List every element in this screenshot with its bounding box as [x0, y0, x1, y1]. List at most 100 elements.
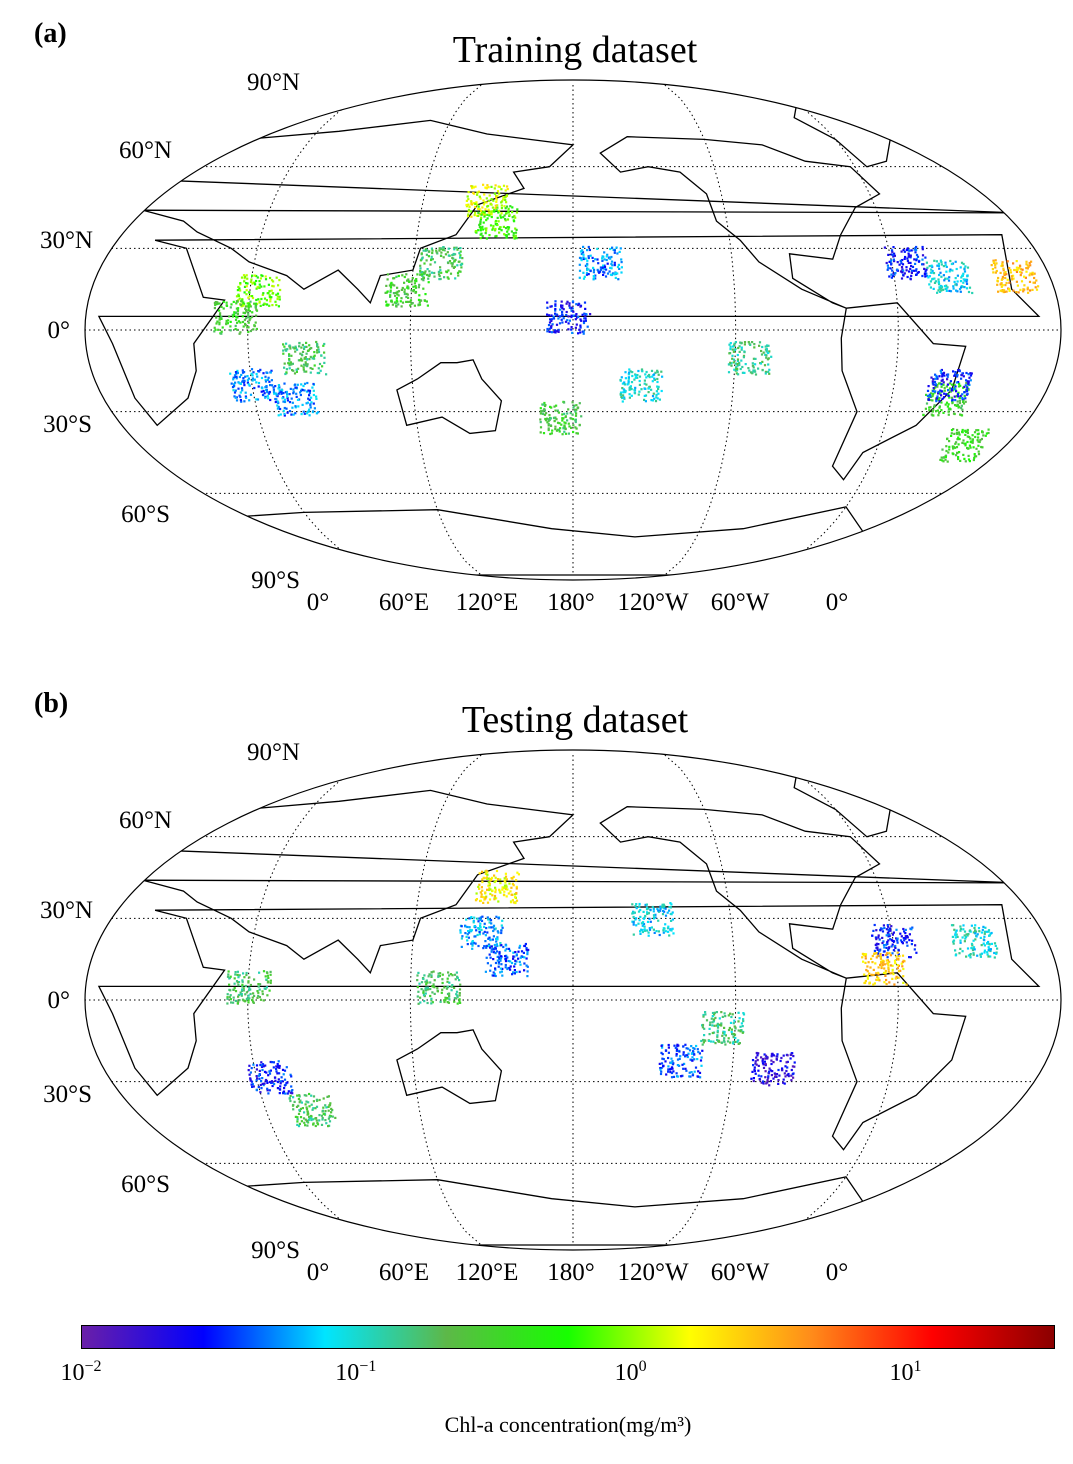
chl-sample-point	[678, 1050, 681, 1053]
chl-sample-point	[875, 956, 878, 959]
colorbar	[81, 1325, 1055, 1349]
chl-sample-point	[271, 304, 274, 307]
chl-sample-point	[631, 371, 634, 374]
chl-sample-point	[944, 261, 947, 264]
chl-sample-point	[241, 380, 244, 383]
chl-sample-point	[481, 915, 484, 918]
chl-sample-point	[671, 1060, 674, 1063]
chl-sample-point	[609, 266, 612, 269]
chl-sample-point	[1001, 284, 1004, 287]
chl-sample-point	[951, 452, 954, 455]
chl-sample-point	[256, 990, 259, 993]
chl-sample-point	[479, 233, 482, 236]
chl-sample-point	[554, 409, 557, 412]
chl-sample-point	[319, 369, 322, 372]
chl-sample-point	[251, 296, 255, 300]
chl-sample-point	[486, 916, 489, 919]
chl-sample-point	[496, 959, 499, 962]
chl-sample-point	[576, 432, 579, 435]
chl-sample-point	[483, 215, 486, 218]
chl-sample-point	[240, 400, 243, 403]
chl-sample-point	[226, 975, 230, 978]
chl-sample-point	[937, 392, 940, 395]
chl-sample-point	[495, 915, 498, 918]
latitude-label: 90°N	[247, 69, 300, 96]
chl-sample-point	[961, 428, 964, 432]
longitude-label: 180°	[547, 589, 595, 616]
chl-sample-point	[253, 274, 256, 277]
chl-sample-point	[266, 974, 269, 977]
chl-sample-point	[500, 944, 503, 947]
chl-sample-point	[497, 185, 500, 188]
chl-sample-point	[623, 397, 626, 400]
chl-sample-point	[273, 1076, 277, 1079]
chl-sample-cluster	[282, 340, 328, 376]
chl-sample-point	[790, 1053, 793, 1056]
chl-sample-point	[883, 971, 886, 974]
chl-sample-point	[917, 260, 921, 263]
chl-sample-point	[981, 431, 984, 434]
chl-sample-point	[915, 268, 918, 271]
chl-sample-point	[482, 901, 485, 904]
chl-sample-point	[511, 216, 514, 219]
chl-sample-point	[962, 400, 965, 403]
chl-sample-point	[555, 418, 558, 421]
chl-sample-point	[302, 410, 305, 413]
chl-sample-point	[563, 430, 566, 433]
chl-sample-point	[308, 347, 312, 350]
chl-sample-point	[276, 1063, 279, 1066]
chl-sample-point	[307, 1101, 310, 1104]
chl-sample-point	[232, 384, 236, 387]
chl-sample-point	[503, 886, 506, 889]
chl-sample-point	[308, 344, 311, 347]
chl-sample-point	[650, 388, 653, 391]
chl-sample-point	[964, 444, 967, 447]
chl-sample-point	[468, 205, 471, 208]
chl-sample-point	[283, 362, 286, 365]
chl-sample-point	[328, 1104, 331, 1107]
chl-sample-point	[585, 273, 589, 276]
chl-sample-point	[645, 903, 648, 906]
chl-sample-point	[930, 392, 933, 395]
chl-sample-point	[282, 1073, 285, 1076]
chl-sample-point	[656, 397, 659, 400]
chl-sample-point	[245, 971, 248, 975]
chl-sample-point	[255, 279, 258, 283]
chl-sample-point	[546, 330, 549, 333]
chl-sample-cluster	[226, 970, 272, 1005]
chl-sample-point	[497, 220, 500, 223]
chl-sample-point	[321, 1117, 324, 1120]
chl-sample-point	[305, 352, 308, 355]
chl-sample-point	[645, 370, 648, 374]
chl-sample-point	[945, 265, 948, 268]
chl-sample-point	[525, 957, 528, 960]
chl-sample-point	[251, 295, 254, 298]
chl-sample-point	[763, 1053, 766, 1056]
chl-sample-point	[216, 301, 219, 304]
chl-sample-point	[950, 396, 953, 399]
chl-sample-point	[302, 1117, 306, 1120]
chl-sample-point	[290, 363, 293, 366]
chl-sample-point	[684, 1043, 687, 1046]
chl-sample-point	[666, 911, 669, 914]
chl-sample-point	[554, 307, 557, 311]
chl-sample-point	[670, 1066, 674, 1069]
chl-sample-point	[942, 381, 945, 384]
chl-sample-point	[876, 952, 880, 955]
chl-sample-point	[946, 393, 949, 396]
chl-sample-point	[644, 914, 647, 918]
chl-sample-point	[1027, 265, 1030, 268]
chl-sample-cluster	[871, 923, 918, 959]
chl-sample-point	[935, 400, 938, 403]
chl-sample-point	[286, 399, 290, 402]
chl-sample-point	[682, 1053, 685, 1056]
chl-sample-point	[300, 1101, 303, 1104]
chl-sample-point	[288, 367, 291, 370]
chl-sample-point	[424, 249, 427, 252]
chl-sample-point	[508, 214, 511, 217]
chl-sample-point	[327, 1109, 330, 1112]
chl-sample-point	[682, 1051, 685, 1054]
chl-sample-point	[874, 936, 877, 939]
chl-sample-point	[940, 401, 943, 404]
latitude-label: 60°N	[119, 137, 172, 164]
